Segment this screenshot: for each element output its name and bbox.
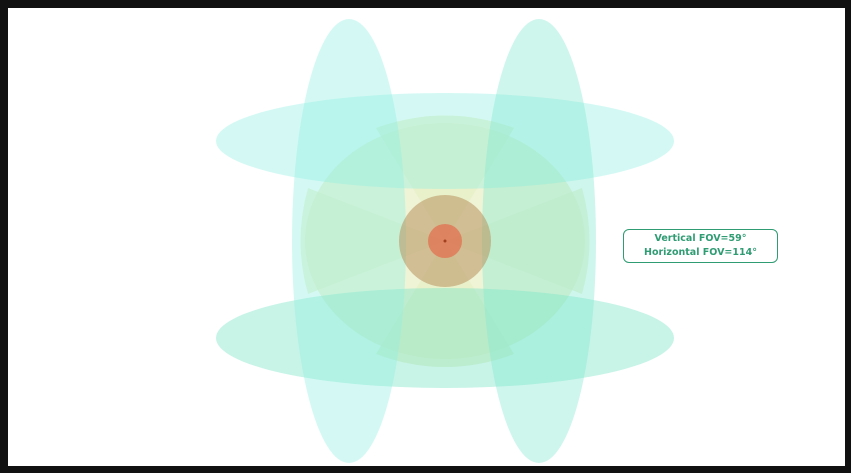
center-point [443,239,447,243]
fov-diagram [216,19,674,463]
left-vertical-lobe [292,19,406,463]
horizontal-fov-label: Horizontal FOV=114° [644,247,757,258]
cone-top [376,115,514,241]
vertical-fov-label: Vertical FOV=59° [654,233,747,244]
cone-bottom [376,241,514,367]
diagram-canvas: Vertical FOV=59° Horizontal FOV=114° [8,8,845,466]
lower-horizontal-lobe [216,288,674,388]
right-vertical-lobe [482,19,596,463]
fov-annotation-box: Vertical FOV=59° Horizontal FOV=114° [623,229,778,263]
cone-right [445,188,590,294]
upper-horizontal-lobe [216,93,674,189]
cone-left [300,188,445,294]
